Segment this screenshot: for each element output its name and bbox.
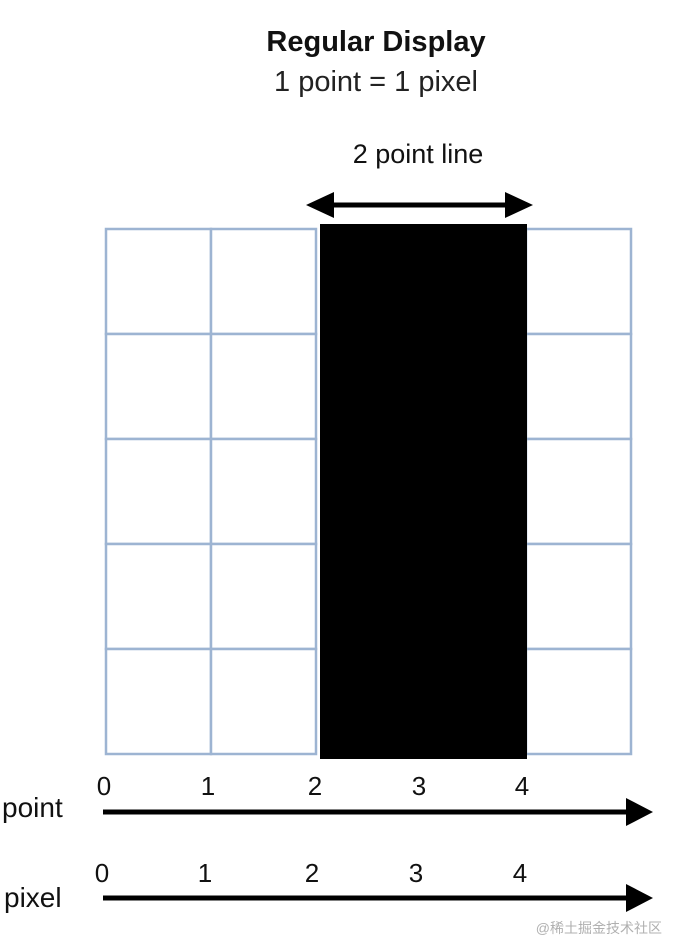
grid-cell [104,647,213,756]
grid-cell [209,647,318,756]
pixel-tick-2: 2 [304,858,320,888]
grid-cell [104,437,213,546]
grid-cell [209,542,318,651]
point-tick-1: 1 [200,771,216,801]
point-axis-arrow [103,798,653,826]
pixel-axis-head [626,884,653,912]
grid-cell [104,332,213,441]
width-arrow-right-head [505,192,533,218]
grid-cell [104,542,213,651]
width-double-arrow [306,192,533,218]
point-tick-3: 3 [411,771,427,801]
point-axis-head [626,798,653,826]
grid-cell [209,227,318,336]
pixel-tick-4: 4 [512,858,528,888]
width-arrow-left-head [306,192,334,218]
grid-cell [524,647,633,756]
pixel-tick-3: 3 [408,858,424,888]
grid-cell [524,437,633,546]
pixel-tick-0: 0 [94,858,110,888]
grid-cell [209,437,318,546]
grid-cell [524,542,633,651]
point-axis-label: point [2,792,63,823]
grid-cell [524,332,633,441]
point-tick-2: 2 [307,771,323,801]
diagram-title: Regular Display [266,26,486,58]
pixel-tick-1: 1 [197,858,213,888]
point-tick-0: 0 [96,771,112,801]
line-width-label: 2 point line [352,139,484,169]
pixel-axis-arrow [103,884,653,912]
diagram-subtitle: 1 point = 1 pixel [274,66,478,98]
grid-cell [524,227,633,336]
grid-cell [104,227,213,336]
two-point-line-block [320,224,527,759]
point-tick-4: 4 [514,771,530,801]
grid-cell [209,332,318,441]
pixel-grid [104,227,633,756]
pixel-axis-label: pixel [4,882,62,913]
watermark: @稀土掘金技术社区 [535,920,662,936]
